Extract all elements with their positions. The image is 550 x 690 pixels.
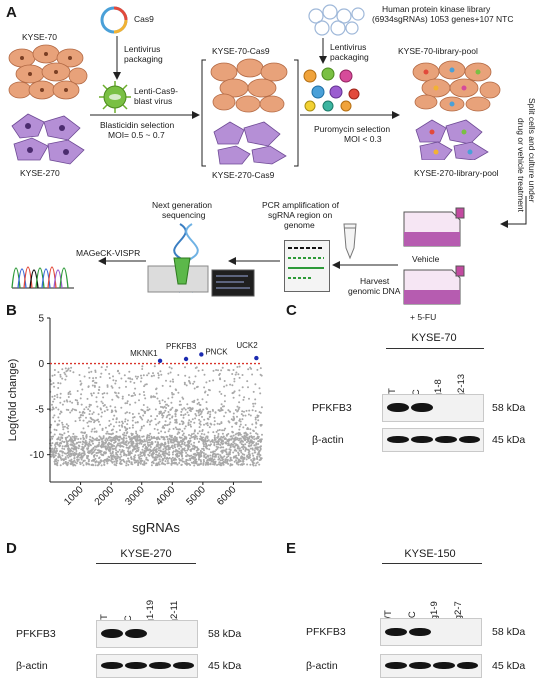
actin-blot — [380, 654, 482, 678]
cas9-plasmid-icon — [100, 6, 128, 34]
x-tick-label: 6000 — [215, 484, 239, 508]
kda-label-45: 45 kDa — [208, 660, 242, 672]
cell-line-label: KYSE-270 — [120, 548, 172, 560]
arrow-left-icon — [98, 257, 146, 265]
highlighted-point — [157, 358, 163, 364]
arrow-left-icon — [332, 261, 398, 269]
pcr-label: PCR amplification of sgRNA region on gen… — [262, 200, 340, 230]
kyse270-pool-label: KYSE-270-library-pool — [414, 168, 499, 178]
underline-divider — [382, 563, 482, 564]
kyse70-pool-label: KYSE-70-library-pool — [398, 46, 478, 56]
underline-divider — [96, 563, 196, 564]
ngs-label: Next generation sequencing — [152, 200, 213, 220]
kyse270-cas9-label: KYSE-270-Cas9 — [212, 170, 275, 180]
pfkfb3-blot — [380, 618, 482, 646]
underline-divider — [386, 348, 484, 349]
cas9-label: Cas9 — [134, 14, 154, 24]
actin-row-label: β-actin — [306, 660, 338, 672]
actin-row-label: β-actin — [312, 434, 344, 446]
y-tick-label: -10 — [30, 450, 45, 461]
sgrna-scatter-chart: 5 0 -5 -10 1000 2000 3000 4000 5000 6000 Log(fold … — [7, 314, 263, 535]
pcr-gel-image — [284, 240, 330, 292]
actin-blot — [96, 654, 198, 678]
kda-label-58: 58 kDa — [492, 626, 526, 638]
scatter-points — [49, 365, 263, 467]
vehicle-flask-image — [403, 207, 465, 247]
lentivirus-packaging-label-2: Lentivirus packaging — [330, 42, 369, 62]
mageck-label: MAGeCK-VISPR — [76, 248, 141, 258]
kda-label-58: 58 kDa — [492, 402, 526, 414]
kda-label-45: 45 kDa — [492, 434, 526, 446]
pfkfb3-blot — [96, 620, 198, 648]
kda-label-45: 45 kDa — [492, 660, 526, 672]
cell-line-label: KYSE-70 — [411, 332, 457, 344]
y-tick-label: -5 — [35, 405, 44, 416]
library-virus-icon — [303, 67, 360, 112]
puromycin-label: Puromycin selection MOI < 0.3 — [314, 124, 391, 144]
pfkfb3-row-label: PFKFB3 — [312, 402, 352, 414]
split-label-1: Split cells and culture under — [527, 98, 537, 203]
panel-c-letter: C — [286, 302, 297, 319]
arrow-right-icon — [300, 111, 400, 119]
arrow-right-icon — [90, 111, 200, 119]
pfkfb3-blot — [382, 394, 484, 422]
vehicle-label: Vehicle — [412, 254, 440, 264]
y-tick-label: 0 — [38, 359, 44, 370]
panel-d-letter: D — [6, 540, 17, 557]
actin-row-label: β-actin — [16, 660, 48, 672]
actin-blot — [382, 428, 484, 452]
library-label: Human protein kinase library (6934sgRNAs… — [372, 4, 514, 24]
lenti-virus-icon — [99, 81, 131, 113]
arrow-down-icon — [319, 38, 327, 64]
highlighted-point — [183, 356, 189, 362]
x-axis-label: sgRNAs — [132, 520, 180, 535]
arrow-down-icon — [113, 36, 121, 80]
blasticidin-label: Blasticidin selection MOI= 0.5 ~ 0.7 — [100, 120, 175, 140]
pfkfb3-row-label: PFKFB3 — [306, 626, 346, 638]
gene-label: PNCK — [205, 347, 228, 356]
highlighted-point — [199, 352, 204, 357]
arrow-bend-icon — [500, 196, 527, 228]
x-tick-label: 1000 — [62, 484, 86, 508]
cell-line-label: KYSE-150 — [404, 548, 456, 560]
kyse70-cas9-label: KYSE-70-Cas9 — [212, 46, 270, 56]
y-axis-label: Log(fold change) — [7, 359, 19, 442]
gene-label: MKNK1 — [130, 349, 158, 358]
x-tick-label: 4000 — [154, 484, 178, 508]
cas9-cells-bracket — [201, 58, 299, 167]
x-tick-label: 5000 — [184, 484, 208, 508]
sequencer-image — [147, 223, 255, 297]
kyse70-label: KYSE-70 — [22, 32, 57, 42]
arrow-left-icon — [228, 257, 280, 265]
panel-e-letter: E — [286, 540, 297, 557]
lenti-virus-label: Lenti-Cas9- blast virus — [134, 86, 178, 106]
highlighted-point — [254, 355, 259, 361]
kyse70-cells-image — [8, 44, 88, 100]
harvest-label: Harvest genomic DNA — [348, 276, 401, 296]
gene-label: UCK2 — [236, 341, 258, 350]
library-plasmids-icon — [308, 4, 365, 36]
kyse270-label: KYSE-270 — [20, 168, 60, 178]
x-tick-label: 2000 — [93, 484, 117, 508]
chromatogram-icon — [11, 266, 74, 289]
panel-a-letter: A — [6, 4, 17, 21]
pfkfb3-row-label: PFKFB3 — [16, 628, 56, 640]
lentivirus-packaging-label-1: Lentivirus packaging — [124, 44, 163, 64]
gene-label: PFKFB3 — [166, 342, 197, 351]
fu-label: + 5-FU — [410, 312, 437, 322]
panel-b-letter: B — [6, 302, 17, 319]
pcr-tube-icon — [343, 223, 357, 260]
y-tick-label: 5 — [38, 314, 44, 325]
library-pool-cells-image — [412, 60, 501, 160]
x-tick-label: 3000 — [123, 484, 147, 508]
fu-flask-image — [403, 265, 465, 305]
kyse270-cells-image — [11, 113, 85, 165]
kda-label-58: 58 kDa — [208, 628, 242, 640]
